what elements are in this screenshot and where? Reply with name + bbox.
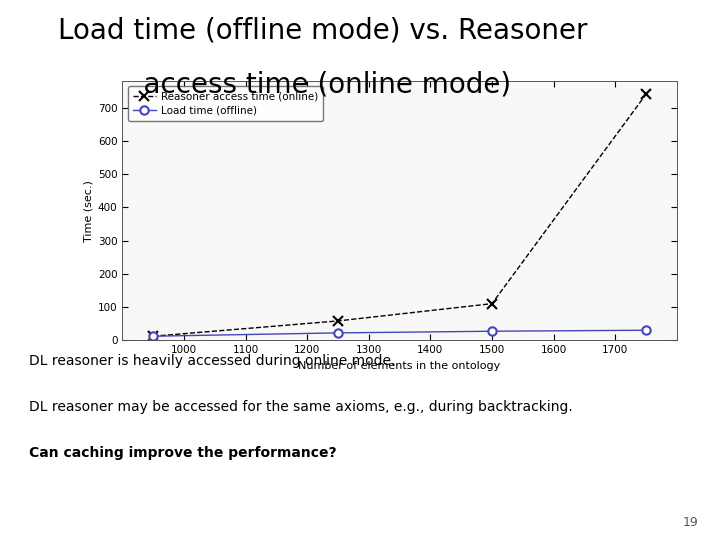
Load time (offline) [487,328,496,334]
Legend: Reasoner access time (online), Load time (offline): Reasoner access time (online), Load time… [127,86,323,121]
Line: Reasoner access time (online): Reasoner access time (online) [148,90,651,341]
Text: DL reasoner is heavily accessed during online mode.: DL reasoner is heavily accessed during o… [29,354,395,368]
Load time (offline) [149,333,158,340]
Load time (offline) [333,329,342,336]
X-axis label: Number of elements in the ontology: Number of elements in the ontology [299,361,500,370]
Reasoner access time (online) [333,318,342,324]
Line: Load time (offline): Load time (offline) [149,326,650,340]
Y-axis label: Time (sec.): Time (sec.) [84,180,94,241]
Text: Can caching improve the performance?: Can caching improve the performance? [29,446,336,460]
Text: 19: 19 [683,516,698,529]
Text: DL reasoner may be accessed for the same axioms, e.g., during backtracking.: DL reasoner may be accessed for the same… [29,400,572,414]
Text: access time (online mode): access time (online mode) [108,70,511,98]
Reasoner access time (online) [487,300,496,307]
Load time (offline) [642,327,650,334]
Reasoner access time (online) [149,333,158,340]
Text: Load time (offline mode) vs. Reasoner: Load time (offline mode) vs. Reasoner [58,16,587,44]
Reasoner access time (online) [642,91,650,98]
